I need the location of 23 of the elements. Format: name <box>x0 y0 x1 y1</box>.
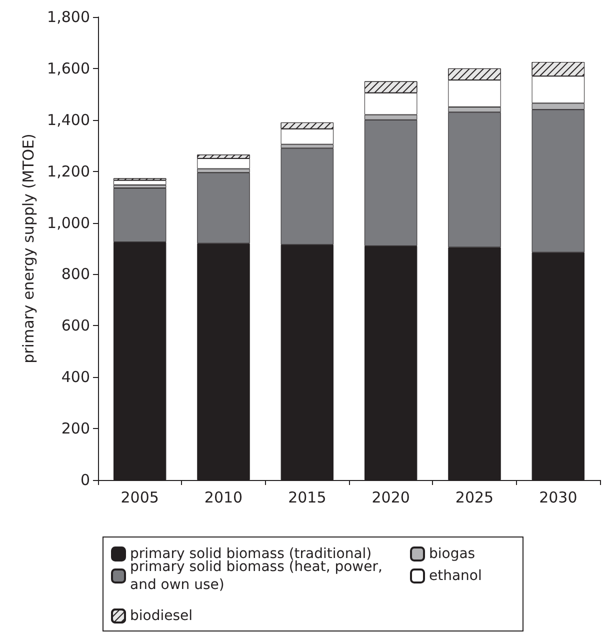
y-tick-label: 0 <box>80 471 90 489</box>
y-axis-title: primary energy supply (MTOE) <box>20 134 38 364</box>
x-tick-label: 2020 <box>372 488 410 506</box>
y-tick-label: 1,000 <box>47 214 90 232</box>
x-tick-label: 2015 <box>288 488 326 506</box>
x-tick-label: 2030 <box>539 488 578 506</box>
y-tick-label: 600 <box>61 316 90 335</box>
y-tick-label: 1,200 <box>47 162 90 180</box>
y-tick-label: 1,400 <box>47 110 90 129</box>
bar <box>113 180 166 185</box>
bar <box>197 158 250 169</box>
legend-label: biogas <box>429 546 476 562</box>
y-tick-label: 1,600 <box>47 59 90 78</box>
x-tick-label: 2025 <box>455 488 494 506</box>
y-tick-label: 400 <box>61 368 90 386</box>
y-tick-label: 200 <box>61 420 90 438</box>
y-tick-label: 1,800 <box>47 8 90 26</box>
y-tick-label: 800 <box>61 265 90 284</box>
legend-label: primary solid biomass (heat, power, and own use) <box>130 559 387 593</box>
x-tick-label: 2005 <box>120 488 159 506</box>
legend-label: biodiesel <box>130 608 193 624</box>
x-tick-label: 2010 <box>204 488 243 506</box>
legend-label: ethanol <box>429 568 482 584</box>
